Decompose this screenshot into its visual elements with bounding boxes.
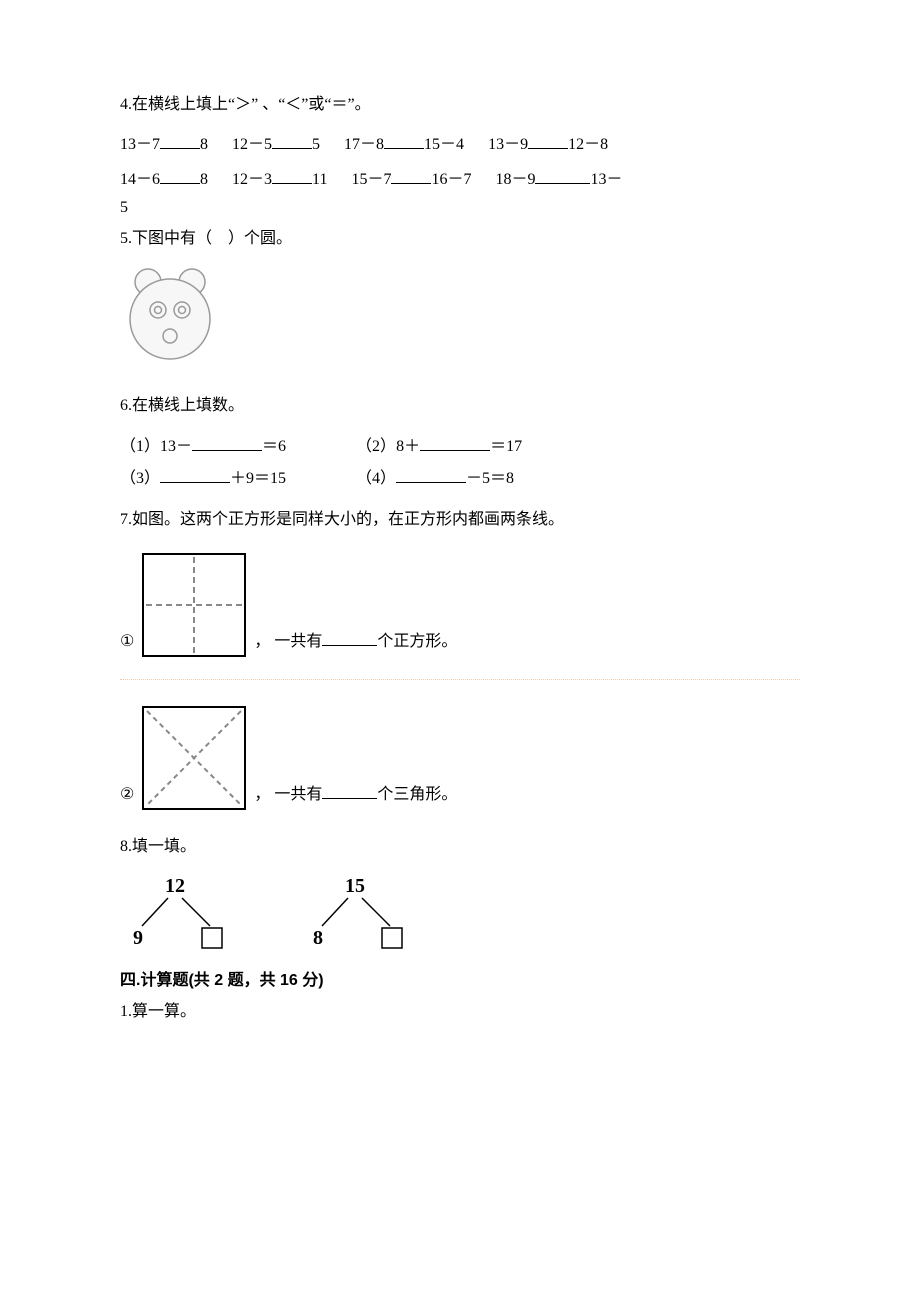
q7-part2-text: ， 一共有 个三角形。	[254, 780, 457, 810]
q4-r1c1-right: 8	[200, 136, 208, 153]
blank[interactable]	[391, 168, 431, 184]
q4-r2c3-left: 15－7	[351, 171, 391, 188]
blank[interactable]	[528, 133, 568, 149]
q6-item-3: （3） ＋9＝15	[120, 464, 286, 494]
q4-r2c4-right: 13－	[590, 171, 622, 188]
q4-r2c4: 18－9 13－	[495, 165, 622, 195]
blank[interactable]	[272, 168, 312, 184]
q6-4-mid: －5＝8	[466, 470, 514, 487]
q4-r2c2-right: 11	[312, 171, 327, 188]
q6-item-2: （2）8＋ ＝17	[356, 432, 522, 462]
q6-3-label: （3）	[120, 470, 160, 487]
q5-prompt-post: ）个圆。	[228, 230, 292, 247]
blank[interactable]	[420, 435, 490, 451]
q4-row1: 13－7 8 12－5 5 17－8 15－4 13－9 12－8	[120, 130, 800, 160]
q4-r2c2-left: 12－3	[232, 171, 272, 188]
number-bond-1: 12 9	[120, 872, 240, 952]
q4-row2: 14－6 8 12－3 11 15－7 16－7 18－9 13－	[120, 165, 800, 195]
q4-r1c2-right: 5	[312, 136, 320, 153]
square-diag-figure	[142, 706, 246, 810]
q5-prompt-pre: 5.下图中有（	[120, 230, 212, 247]
q6-1-left: 13－	[160, 438, 192, 455]
q7-part1-comma: ，	[254, 633, 270, 650]
q4-r1c2: 12－5 5	[232, 130, 320, 160]
tree2-box[interactable]	[382, 928, 402, 948]
blank[interactable]	[322, 630, 377, 646]
q7-part1-num: ①	[120, 627, 134, 657]
q4-r2c1-right: 8	[200, 171, 208, 188]
number-bond-2: 15 8	[300, 872, 420, 952]
q4-r1c4-right: 12－8	[568, 136, 608, 153]
q4-r2c4-left: 18－9	[495, 171, 535, 188]
q4-r1c1: 13－7 8	[120, 130, 208, 160]
q6-3-mid: ＋9＝15	[230, 470, 286, 487]
section4-title: 四.计算题(共 2 题，共 16 分)	[120, 966, 800, 996]
tree1-top: 12	[165, 875, 185, 897]
square-cross-figure	[142, 553, 246, 657]
q7-part1-text: ， 一共有 个正方形。	[254, 627, 457, 657]
q4-r1c4-left: 13－9	[488, 136, 528, 153]
q7-part2-post: 个三角形。	[377, 786, 457, 803]
q7-part1-pre: 一共有	[274, 633, 322, 650]
q6-4-label: （4）	[356, 470, 396, 487]
q4-r2c2: 12－3 11	[232, 165, 327, 195]
q7-part2-num: ②	[120, 780, 134, 810]
q8-trees: 12 9 15 8	[120, 872, 800, 952]
tree1-box[interactable]	[202, 928, 222, 948]
blank[interactable]	[384, 133, 424, 149]
q4-r1c2-left: 12－5	[232, 136, 272, 153]
blank[interactable]	[535, 168, 590, 184]
q7-part2-pre: 一共有	[274, 786, 322, 803]
tree2-left: 8	[313, 927, 323, 949]
blank[interactable]	[160, 168, 200, 184]
bear-figure	[120, 264, 800, 375]
q4-r2c3: 15－7 16－7	[351, 165, 471, 195]
tree2-top: 15	[345, 875, 365, 897]
q4-r1c3-right: 15－4	[424, 136, 464, 153]
q4-r2c1: 14－6 8	[120, 165, 208, 195]
q4-r2c3-right: 16－7	[431, 171, 471, 188]
tree1-left: 9	[133, 927, 143, 949]
q4-prompt: 4.在横线上填上“＞” 、“＜”或“＝”。	[120, 90, 800, 120]
q7-prompt: 7.如图。这两个正方形是同样大小的，在正方形内都画两条线。	[120, 505, 800, 535]
page-guide-line	[120, 679, 800, 680]
q6-1-label: （1）	[120, 438, 160, 455]
q7-part1-post: 个正方形。	[377, 633, 457, 650]
q4-r1c4: 13－9 12－8	[488, 130, 608, 160]
q6-item-1: （1）13－ ＝6	[120, 432, 286, 462]
blank[interactable]	[160, 133, 200, 149]
q4-r1c3: 17－8 15－4	[344, 130, 464, 160]
q6-2-label: （2）	[356, 438, 396, 455]
bear-icon	[120, 264, 220, 364]
q4-r2c1-left: 14－6	[120, 171, 160, 188]
blank[interactable]	[160, 467, 230, 483]
blank[interactable]	[396, 467, 466, 483]
q6-2-left: 8＋	[396, 438, 420, 455]
q7-fig1-row: ① ， 一共有 个正方形。	[120, 553, 800, 657]
q4-row2-tail: 5	[120, 193, 800, 223]
page: 4.在横线上填上“＞” 、“＜”或“＝”。 13－7 8 12－5 5 17－8 15…	[0, 0, 920, 1302]
q7-part2-comma: ，	[254, 786, 270, 803]
q4-r1c3-left: 17－8	[344, 136, 384, 153]
dash-horizontal	[146, 604, 242, 606]
blank[interactable]	[322, 783, 377, 799]
q6-1-right: ＝6	[262, 438, 286, 455]
blank[interactable]	[272, 133, 312, 149]
q6-row1: （1）13－ ＝6 （2）8＋ ＝17	[120, 432, 800, 462]
q6-prompt: 6.在横线上填数。	[120, 391, 800, 421]
blank[interactable]	[192, 435, 262, 451]
q6-2-right: ＝17	[490, 438, 522, 455]
diagonals-icon	[144, 708, 244, 808]
q4-r1c1-left: 13－7	[120, 136, 160, 153]
q7-fig2-row: ② ， 一共有 个三角形。	[120, 706, 800, 810]
q6-row2: （3） ＋9＝15 （4） －5＝8	[120, 464, 800, 494]
section4-q1: 1.算一算。	[120, 997, 800, 1027]
q8-prompt: 8.填一填。	[120, 832, 800, 862]
q5-prompt: 5.下图中有（ ）个圆。	[120, 224, 800, 254]
q6-item-4: （4） －5＝8	[356, 464, 514, 494]
